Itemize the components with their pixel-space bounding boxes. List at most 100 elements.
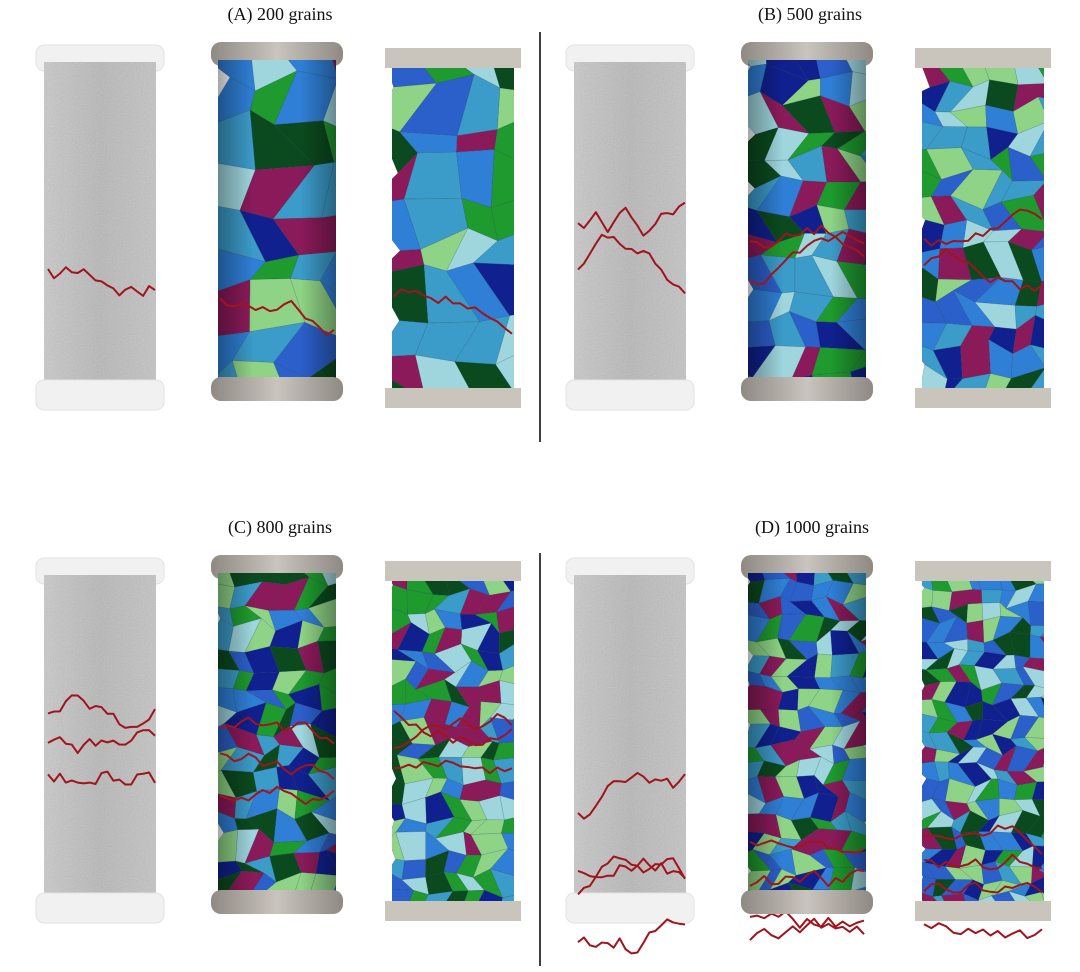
grain (472, 262, 514, 316)
grain (860, 155, 866, 164)
grain (872, 181, 905, 209)
grain (503, 581, 514, 592)
crack (923, 248, 1043, 292)
grain (337, 623, 362, 645)
grain (1038, 68, 1044, 78)
grain (862, 744, 866, 750)
crack (47, 266, 156, 297)
grain (1000, 195, 1044, 232)
grain (340, 561, 364, 588)
grain (1033, 194, 1044, 221)
grain (1029, 344, 1044, 366)
grain (1022, 666, 1044, 689)
crack (749, 230, 865, 286)
grain (518, 815, 547, 834)
platen (915, 561, 1051, 581)
platen (385, 901, 521, 921)
grain (1023, 766, 1044, 783)
grain-field (922, 581, 1068, 901)
crack (749, 869, 865, 888)
crack (577, 918, 686, 955)
grain (1040, 696, 1044, 707)
grain (493, 741, 514, 761)
grain (523, 311, 581, 364)
platen (915, 901, 1051, 921)
grain (337, 684, 364, 708)
grain (872, 203, 908, 235)
grain-field (218, 561, 371, 895)
grain (1039, 633, 1044, 638)
crack (47, 770, 156, 786)
grain (515, 586, 538, 612)
crack (393, 710, 513, 747)
grain (478, 889, 503, 901)
grain (536, 112, 572, 174)
grain (1033, 183, 1044, 199)
grain (863, 818, 866, 823)
grain (1008, 890, 1031, 901)
panel-title: (C) 800 grains (228, 517, 332, 538)
grain (1027, 600, 1044, 626)
grain (1058, 389, 1080, 428)
grain (1047, 584, 1066, 605)
grain (338, 667, 370, 695)
crack (923, 208, 1043, 247)
texture (574, 62, 686, 387)
platen (35, 892, 165, 924)
grain (392, 778, 406, 805)
grain (446, 890, 469, 901)
grain (960, 339, 991, 379)
grain (338, 581, 364, 610)
grain (940, 893, 966, 901)
crack (749, 917, 865, 941)
grain (522, 227, 575, 287)
grain-field (748, 573, 896, 895)
crack (393, 759, 513, 775)
grain (522, 193, 575, 242)
grain (978, 895, 996, 901)
grain (862, 668, 866, 679)
panel-title: (B) 500 grains (758, 4, 862, 25)
crack (47, 694, 156, 729)
grain (1035, 304, 1044, 320)
grain (1060, 97, 1080, 130)
grain (495, 590, 514, 613)
grain (409, 890, 430, 901)
grain-field (748, 60, 908, 382)
grain (512, 719, 514, 724)
grain (1042, 761, 1044, 768)
crack (577, 233, 686, 295)
grain (873, 282, 905, 318)
grain-field (392, 68, 581, 388)
crack (577, 201, 686, 237)
grain (501, 832, 514, 852)
grain (1046, 797, 1065, 816)
grain (520, 874, 549, 894)
grain (1031, 246, 1044, 282)
platen (741, 890, 873, 914)
grain (490, 149, 514, 208)
crack (219, 297, 335, 337)
grain (1022, 657, 1044, 672)
crack (393, 713, 513, 750)
grain (493, 68, 514, 91)
grain (1049, 602, 1068, 625)
platen (385, 388, 521, 408)
grain (1041, 891, 1044, 901)
grain (499, 795, 514, 821)
grain (863, 257, 866, 265)
crack (749, 224, 865, 258)
grain (339, 641, 371, 671)
grain (872, 345, 905, 370)
platen (915, 388, 1051, 408)
grain (867, 779, 896, 803)
grain (1029, 634, 1044, 659)
grain (499, 781, 514, 800)
grain (512, 718, 514, 721)
crack (923, 881, 1043, 894)
grain (966, 602, 984, 624)
grain (392, 380, 406, 388)
grain (1012, 96, 1044, 135)
grain (392, 888, 414, 901)
grain-field (392, 581, 549, 901)
